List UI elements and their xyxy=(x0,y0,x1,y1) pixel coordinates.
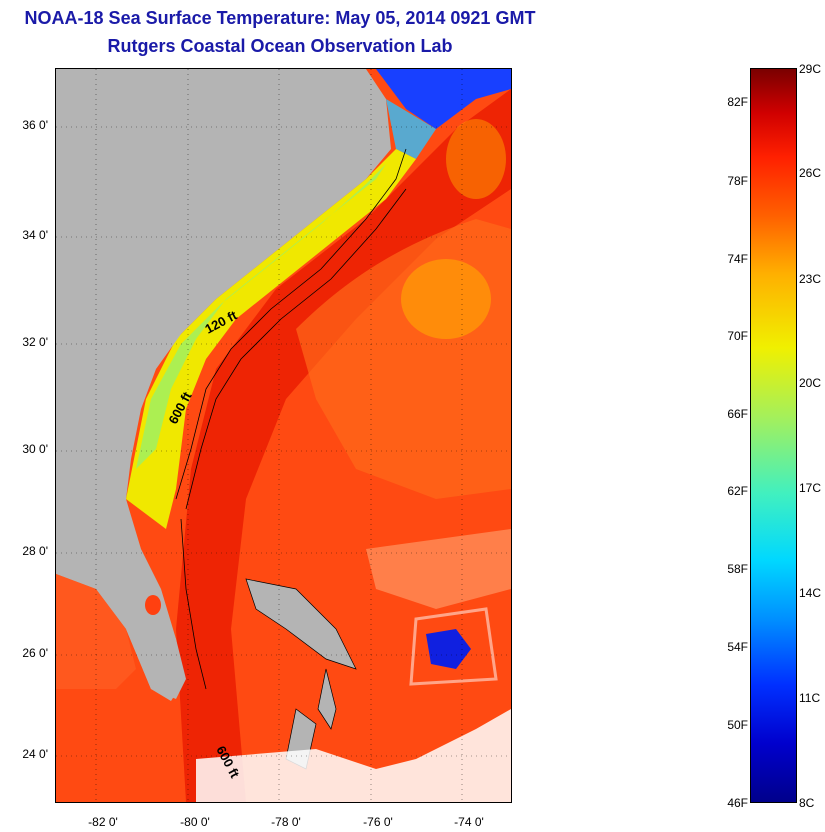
lon-label-78: -78 0' xyxy=(271,815,301,829)
colorbar-c-14: 14C xyxy=(799,586,822,600)
sst-map: 120 ft 600 ft 600 ft xyxy=(55,68,512,803)
colorbar-f-54: 54F xyxy=(727,640,748,654)
lat-label-36: 36 0' xyxy=(22,118,48,132)
lon-label-74: -74 0' xyxy=(454,815,484,829)
lon-label-80: -80 0' xyxy=(180,815,210,829)
lon-label-76: -76 0' xyxy=(363,815,393,829)
lat-label-26: 26 0' xyxy=(22,646,48,660)
lat-label-24: 24 0' xyxy=(22,747,48,761)
lon-label-82: -82 0' xyxy=(88,815,118,829)
lat-label-34: 34 0' xyxy=(22,228,48,242)
colorbar-f-82: 82F xyxy=(727,95,748,109)
colorbar-c-26: 26C xyxy=(799,166,822,180)
colorbar-c-8: 8C xyxy=(799,796,815,810)
colorbar-f-62: 62F xyxy=(727,484,748,498)
colorbar-f-78: 78F xyxy=(727,174,748,188)
colorbar-f-66: 66F xyxy=(727,407,748,421)
colorbar-c-23: 23C xyxy=(799,272,822,286)
colorbar-c-11: 11C xyxy=(799,691,821,705)
colorbar-f-74: 74F xyxy=(727,252,748,266)
colorbar-f-70: 70F xyxy=(727,329,748,343)
lat-label-30: 30 0' xyxy=(22,442,48,456)
lat-label-28: 28 0' xyxy=(22,544,48,558)
colorbar-f-50: 50F xyxy=(727,718,748,732)
map-subtitle: Rutgers Coastal Ocean Observation Lab xyxy=(107,36,453,56)
map-title: NOAA-18 Sea Surface Temperature: May 05,… xyxy=(24,8,536,28)
colorbar-c-20: 20C xyxy=(799,376,822,390)
temperature-colorbar xyxy=(750,68,797,803)
lat-label-32: 32 0' xyxy=(22,335,48,349)
colorbar-c-29: 29C xyxy=(799,62,822,76)
colorbar-f-46: 46F xyxy=(727,796,748,810)
colorbar-c-17: 17C xyxy=(799,481,822,495)
colorbar-f-58: 58F xyxy=(727,562,748,576)
